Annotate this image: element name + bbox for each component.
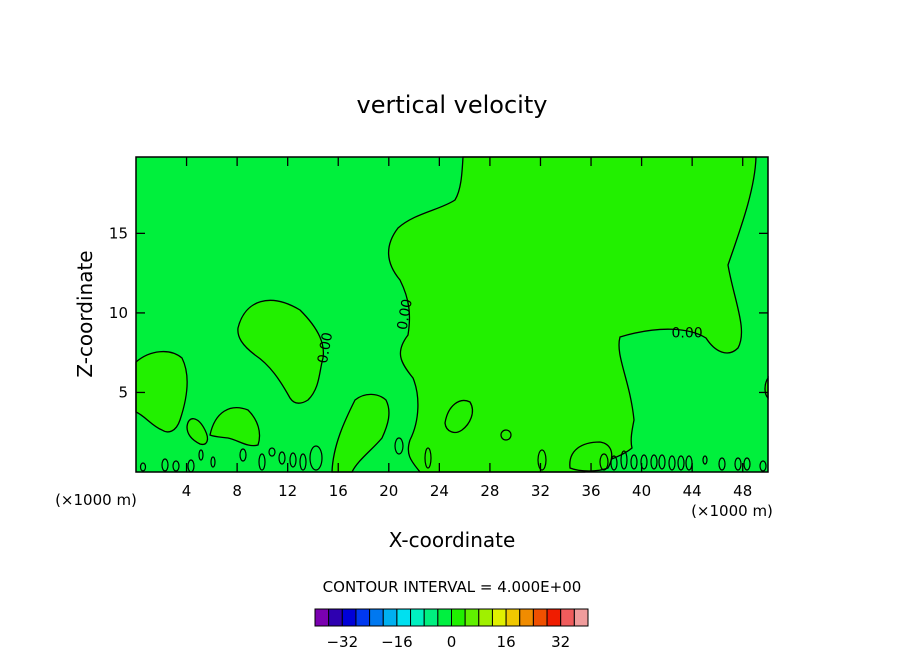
updraft-region-lower-right — [569, 441, 613, 472]
colorbar-tick-label: −16 — [381, 633, 413, 651]
x-tick-label: 20 — [379, 482, 398, 500]
cell-small — [610, 455, 618, 471]
colorbar-tick-label: 0 — [447, 633, 457, 651]
colorbar-swatch — [355, 608, 371, 627]
plot-area: 0.00 0.00 0.00 — [135, 156, 769, 473]
cell-small — [734, 457, 742, 471]
x-tick-label: 8 — [232, 482, 242, 500]
colorbar-swatch — [532, 608, 548, 627]
x-tick-label: 44 — [683, 482, 702, 500]
cell-small — [759, 460, 767, 472]
cell-small — [289, 452, 297, 468]
colorbar-swatch — [560, 608, 575, 627]
x-tick-label: 32 — [531, 482, 550, 500]
chart-title: vertical velocity — [357, 91, 548, 119]
cell-small — [278, 451, 286, 465]
colorbar-tick-label: 16 — [497, 633, 516, 651]
cell-small — [268, 447, 276, 457]
x-tick-label: 4 — [182, 482, 192, 500]
cell-small — [424, 447, 432, 469]
x-tick-label: 40 — [632, 482, 651, 500]
plot-frame — [135, 156, 769, 473]
contour-labels: 0.00 0.00 0.00 — [315, 298, 703, 365]
colorbar-tick-label: −32 — [326, 633, 358, 651]
colorbar-tick-label: 32 — [551, 633, 570, 651]
colorbar-swatch — [328, 608, 343, 627]
colorbar-swatch — [478, 608, 493, 627]
cell-small — [198, 449, 204, 461]
contour-label: 0.00 — [672, 326, 703, 342]
y-axis-label: Z-coordinate — [73, 250, 97, 377]
cell-small — [658, 454, 666, 470]
x-axis: 4 8 12 16 20 24 28 32 36 40 44 48 — [182, 157, 752, 500]
colorbar-swatch — [519, 608, 534, 627]
cell-small — [668, 455, 676, 471]
colorbar-swatch — [314, 608, 330, 627]
cell-small — [537, 449, 547, 471]
cell-small — [239, 448, 247, 462]
x-tick-label: 28 — [480, 482, 499, 500]
colorbar-swatch — [423, 608, 439, 627]
cell-small — [299, 453, 307, 471]
colorbar-swatch — [491, 608, 507, 627]
cell-small — [258, 453, 266, 471]
y-tick-label: 10 — [109, 304, 128, 322]
colorbar-swatch — [369, 608, 384, 627]
colorbar-swatch — [464, 608, 480, 627]
updraft-region-upper-left — [237, 299, 325, 404]
cell-small — [620, 450, 628, 470]
updraft-region-near-8km — [209, 407, 261, 447]
cell-small — [650, 454, 658, 470]
cell-small — [702, 455, 708, 465]
cell-small — [677, 455, 685, 471]
colorbar-swatch — [341, 608, 357, 627]
cell-small — [139, 462, 147, 472]
cell-small — [743, 457, 751, 471]
colorbar-swatch — [505, 608, 521, 627]
colorbar-swatch — [546, 608, 562, 627]
contour-interval-text: CONTOUR INTERVAL = 4.000E+00 — [323, 578, 582, 596]
x-tick-label: 12 — [278, 482, 297, 500]
cell-small — [210, 456, 216, 468]
colorbar-swatch — [451, 608, 466, 627]
x-tick-label: 16 — [329, 482, 348, 500]
x-tick-label: 48 — [733, 482, 752, 500]
cell-small — [161, 458, 169, 472]
cell-small — [172, 460, 180, 472]
cell-small — [394, 437, 404, 455]
cell-small — [718, 457, 726, 471]
cell-small — [309, 445, 323, 471]
y-tick-label: 15 — [109, 224, 128, 242]
x-axis-label: X-coordinate — [389, 528, 516, 552]
colorbar-swatch — [396, 608, 412, 627]
colorbar-swatch — [573, 608, 589, 627]
cell-small — [500, 429, 512, 441]
x-tick-label: 24 — [430, 482, 449, 500]
updraft-region-near-20km — [331, 393, 390, 473]
updraft-region-near-4km — [186, 418, 209, 446]
cell-small — [640, 454, 648, 470]
updraft-region-left-edge — [135, 351, 188, 433]
colorbar-swatch — [410, 608, 425, 627]
x-unit-right: (×1000 m) — [691, 502, 773, 520]
updraft-region-near-26km — [444, 399, 474, 434]
colorbar-swatch — [437, 608, 453, 627]
y-axis: 5 10 15 — [109, 224, 768, 401]
x-tick-label: 36 — [581, 482, 600, 500]
contour-label: 0.00 — [395, 298, 416, 331]
colorbar: −32 −16 0 16 32 — [314, 608, 589, 651]
cell-small — [599, 453, 609, 471]
y-tick-label: 5 — [118, 383, 128, 401]
colorbar-swatch — [382, 608, 398, 627]
x-unit-left: (×1000 m) — [55, 491, 137, 509]
cell-small — [630, 454, 638, 470]
contour-label: 0.00 — [315, 331, 336, 364]
positive-regions — [135, 156, 769, 473]
